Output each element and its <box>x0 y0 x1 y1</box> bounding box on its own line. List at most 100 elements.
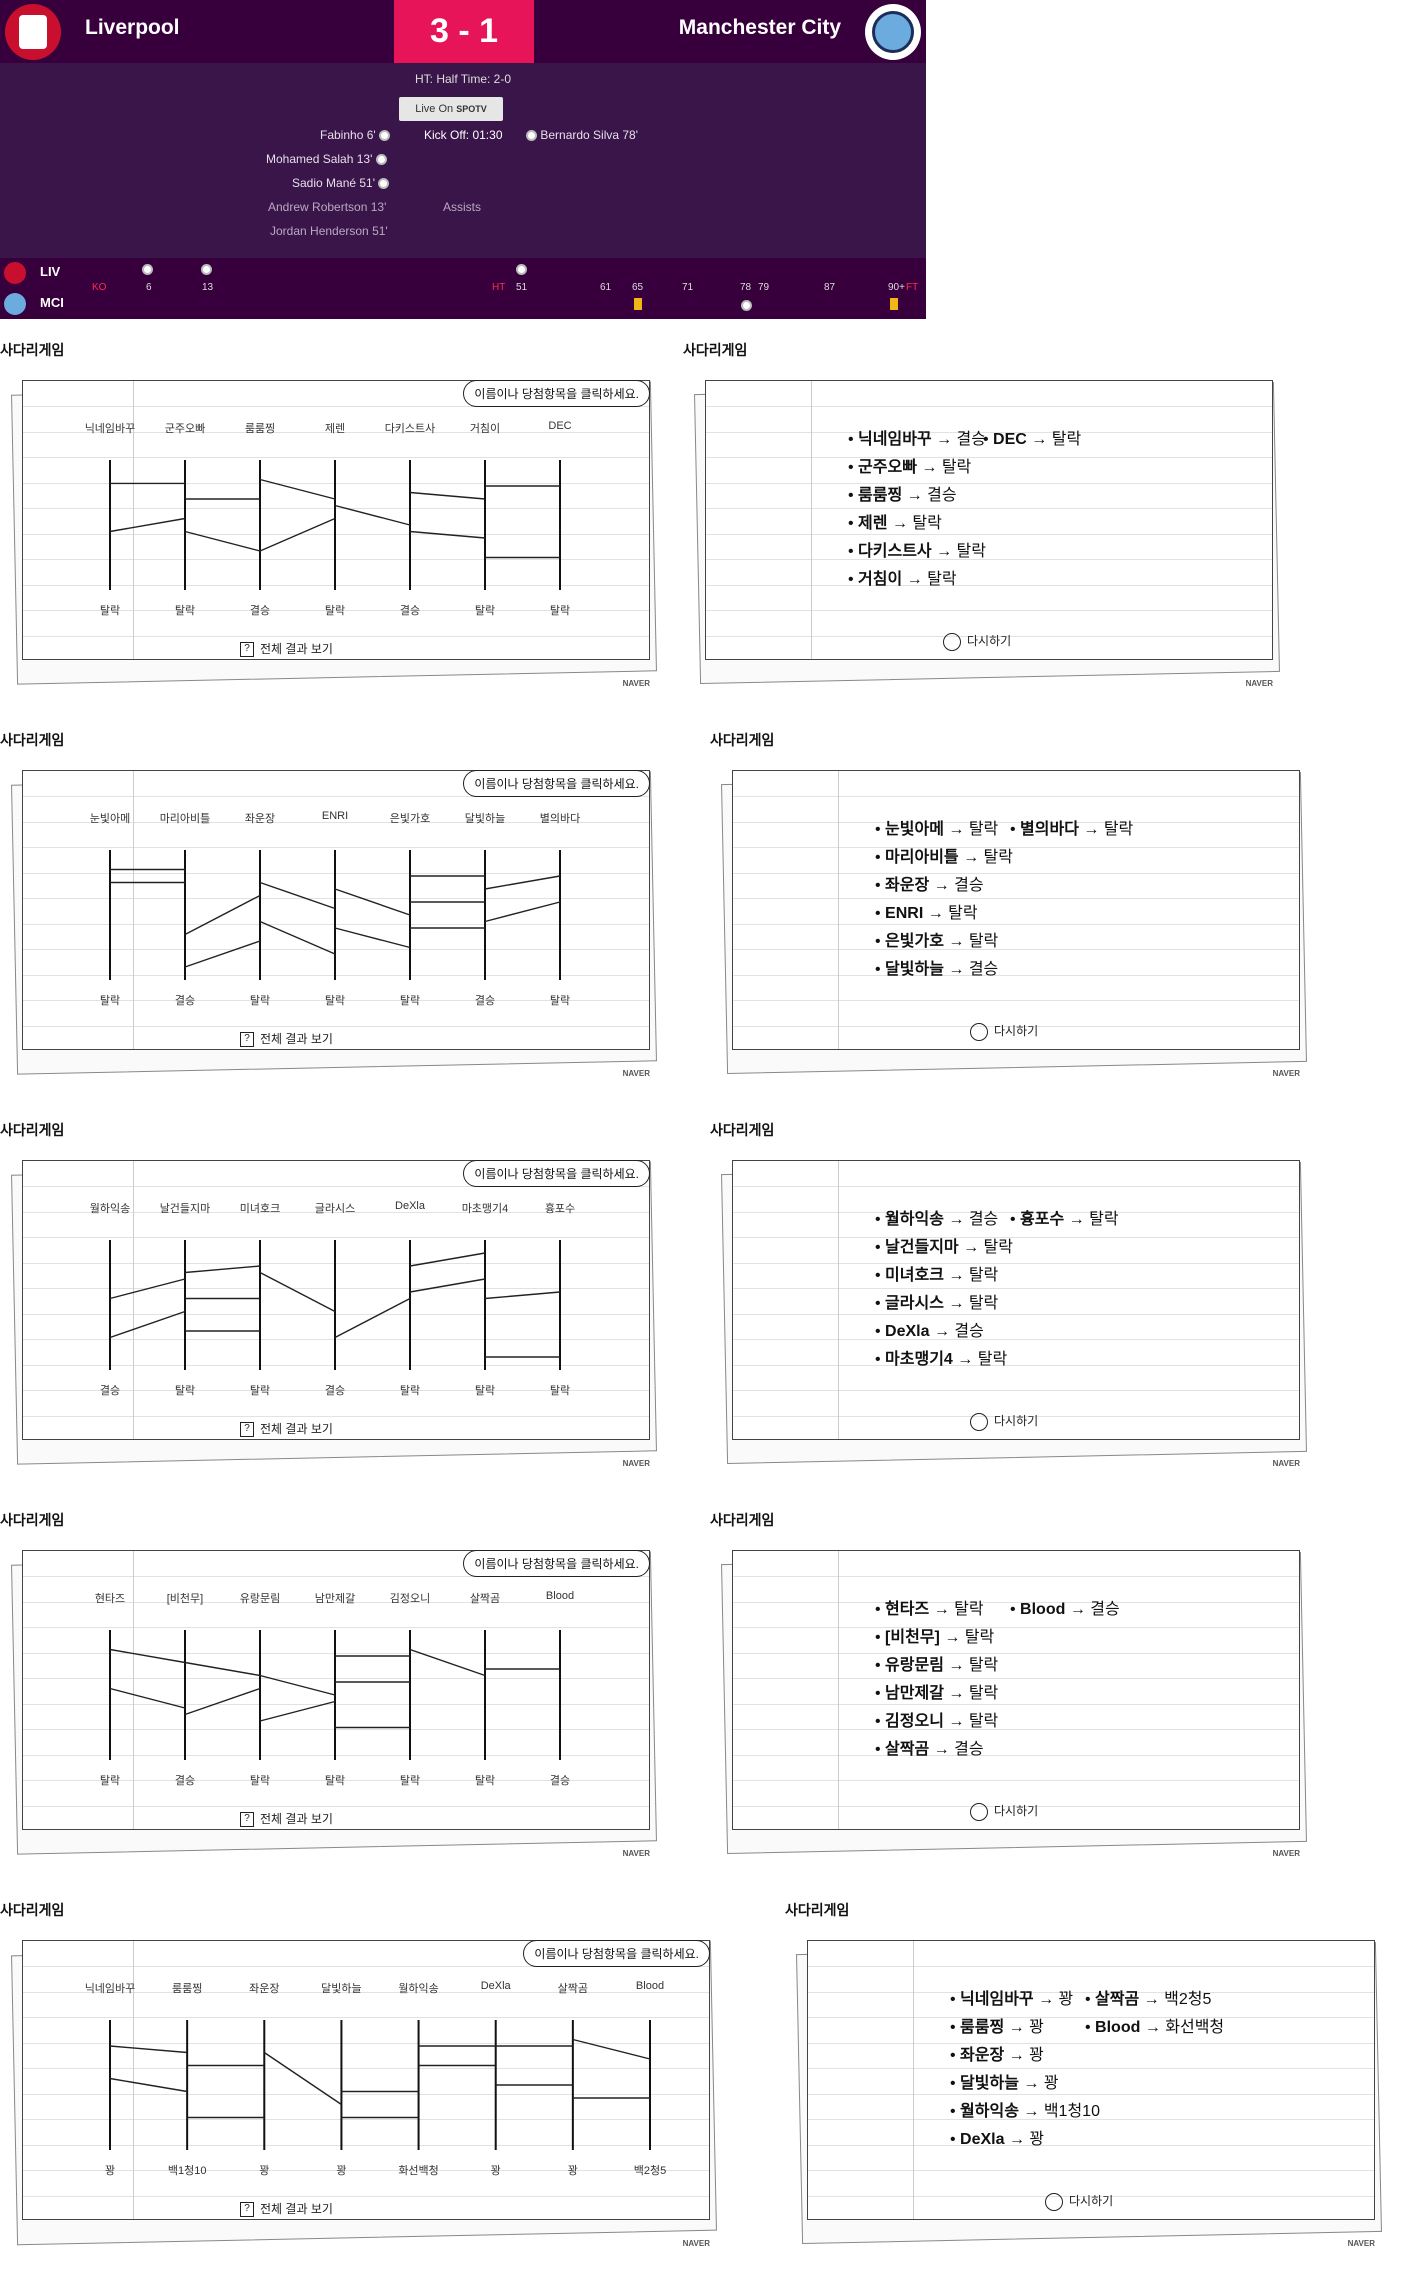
paper-rule <box>23 1415 649 1417</box>
ladder-name[interactable]: Blood <box>545 1590 575 1602</box>
ladder-name[interactable]: 룸룸찡 <box>244 423 276 435</box>
ladder-result[interactable]: 결승 <box>324 1385 346 1397</box>
ladder-name[interactable]: 날건들지마 <box>159 1203 211 1215</box>
ladder-name[interactable]: DeXla <box>395 1200 425 1212</box>
ladder-result[interactable]: 결승 <box>99 1385 121 1397</box>
ladder-name[interactable]: 거침이 <box>469 423 501 435</box>
player-result: 결승 <box>954 1741 984 1758</box>
ladder-name[interactable]: DEC <box>548 420 572 432</box>
ladder-name[interactable]: 제렌 <box>324 423 346 435</box>
ladder-name[interactable]: 닉네임바꾸 <box>84 423 136 435</box>
retry-button[interactable]: 다시하기 <box>970 1022 1038 1041</box>
ladder-result[interactable]: 결승 <box>174 995 196 1007</box>
ladder-result[interactable]: 탈락 <box>399 995 421 1007</box>
ladder-result[interactable]: 탈락 <box>549 605 571 617</box>
retry-button[interactable]: 다시하기 <box>943 632 1011 651</box>
ladder-name[interactable]: 달빛하늘 <box>321 1983 362 1995</box>
ladder-result[interactable]: 꽝 <box>104 2165 116 2177</box>
ladder-name[interactable]: 군주오빠 <box>164 423 206 435</box>
ball-icon <box>378 178 390 190</box>
paper-rule <box>733 1186 1299 1188</box>
ladder-name[interactable]: 글라시스 <box>314 1203 356 1215</box>
retry-button[interactable]: 다시하기 <box>970 1802 1038 1821</box>
paper-rule <box>733 1627 1299 1629</box>
ladder-result[interactable]: 탈락 <box>549 1385 571 1397</box>
ladder-name[interactable]: 살짝곰 <box>469 1593 501 1605</box>
ladder-result[interactable]: 결승 <box>174 1775 196 1787</box>
ladder-result[interactable]: 탈락 <box>474 1775 496 1787</box>
ladder-name[interactable]: 다키스트사 <box>384 423 436 435</box>
ladder-name[interactable]: [비천무] <box>166 1593 204 1605</box>
paper-margin <box>811 381 812 659</box>
player-result: 탈락 <box>968 1685 999 1702</box>
ladder-name[interactable]: 좌운장 <box>244 813 276 825</box>
ladder-name[interactable]: Blood <box>635 1980 665 1992</box>
ladder-rung <box>184 1661 261 1677</box>
ladder-name[interactable]: 좌운장 <box>249 1983 280 1995</box>
ladder-name[interactable]: 달빛하늘 <box>464 813 506 825</box>
ladder-name[interactable]: 별의바다 <box>539 813 581 825</box>
ladder-result[interactable]: 결승 <box>249 605 271 617</box>
ladder-name[interactable]: 남만제갈 <box>314 1593 356 1605</box>
ladder-name[interactable]: 김정오니 <box>389 1593 431 1605</box>
ladder-result[interactable]: 탈락 <box>99 995 121 1007</box>
ladder-result[interactable]: 꽝 <box>490 2165 501 2177</box>
ladder-result[interactable]: 탈락 <box>399 1385 421 1397</box>
ladder-result[interactable]: 탈락 <box>474 605 496 617</box>
ladder-result[interactable]: 탈락 <box>474 1385 496 1397</box>
ladder-result[interactable]: 백1청10 <box>167 2165 207 2177</box>
ladder-name[interactable]: DeXla <box>480 1980 511 1992</box>
show-all-results-button[interactable]: ? 전체 결과 보기 <box>240 1810 333 1828</box>
ladder-result[interactable]: 탈락 <box>324 995 346 1007</box>
show-all-results-button[interactable]: ? 전체 결과 보기 <box>240 1030 333 1048</box>
ladder-name[interactable]: 닉네임바꾸 <box>84 1983 136 1995</box>
show-all-results-button[interactable]: ? 전체 결과 보기 <box>240 1420 333 1438</box>
ladder-name[interactable]: 마초맹기4 <box>461 1203 509 1215</box>
ladder-result[interactable]: 결승 <box>549 1775 571 1787</box>
ladder-result[interactable]: 결승 <box>474 995 496 1007</box>
paper-rule <box>706 610 1272 612</box>
yellow-card-icon <box>634 298 642 310</box>
ladder-result[interactable]: 탈락 <box>249 1385 271 1397</box>
paper-margin <box>133 381 134 659</box>
ladder-name[interactable]: 마리아비틀 <box>159 813 211 825</box>
result-list-item: • 닉네임바꾸 → 결승 <box>848 431 986 448</box>
show-all-results-button[interactable]: ? 전체 결과 보기 <box>240 640 333 658</box>
ladder-result[interactable]: 탈락 <box>174 1385 196 1397</box>
ladder-result[interactable]: 탈락 <box>249 995 271 1007</box>
ladder-name[interactable]: 흉포수 <box>544 1203 576 1215</box>
ladder-name[interactable]: 은빛가호 <box>389 813 431 825</box>
retry-button[interactable]: 다시하기 <box>970 1412 1038 1431</box>
ladder-result[interactable]: 탈락 <box>399 1775 421 1787</box>
ladder-name[interactable]: ENRI <box>321 810 349 822</box>
ladder-result[interactable]: 꽝 <box>567 2165 578 2177</box>
ladder-result[interactable]: 탈락 <box>249 1775 271 1787</box>
ladder-result[interactable]: 탈락 <box>99 605 121 617</box>
retry-label: 다시하기 <box>994 1024 1039 1038</box>
paper-rule <box>23 2170 709 2172</box>
ladder-result[interactable]: 탈락 <box>99 1775 121 1787</box>
ladder-name[interactable]: 유랑문림 <box>239 1593 281 1605</box>
result-list-item: • 룸룸찡 → 결승 <box>848 487 957 504</box>
home-abbr: LIV <box>40 264 61 279</box>
ladder-result[interactable]: 꽝 <box>336 2165 347 2177</box>
ladder-name[interactable]: 살짝곰 <box>557 1983 589 1995</box>
ladder-result[interactable]: 백2청5 <box>633 2165 667 2177</box>
ladder-result[interactable]: 꽝 <box>259 2165 270 2177</box>
retry-button[interactable]: 다시하기 <box>1045 2192 1113 2211</box>
ladder-result[interactable]: 탈락 <box>549 995 571 1007</box>
ladder-name[interactable]: 미녀호크 <box>239 1203 281 1215</box>
ladder-name[interactable]: 룸룸찡 <box>171 1983 203 1995</box>
ladder-result[interactable]: 탈락 <box>174 605 196 617</box>
ladder-result[interactable]: 탈락 <box>324 1775 346 1787</box>
ladder-result[interactable]: 탈락 <box>324 605 346 617</box>
ladder-name[interactable]: 현타즈 <box>94 1593 126 1605</box>
ladder-name[interactable]: 월하익송 <box>398 1983 439 1995</box>
player-result: 탈락 <box>968 1713 999 1730</box>
ladder-name[interactable]: 월하익송 <box>89 1203 131 1215</box>
ladder-result[interactable]: 화선백청 <box>398 2165 439 2177</box>
live-on-button[interactable]: Live On SPOTV <box>399 97 503 121</box>
ladder-name[interactable]: 눈빛아메 <box>89 813 131 825</box>
show-all-results-button[interactable]: ? 전체 결과 보기 <box>240 2200 333 2218</box>
ladder-result[interactable]: 결승 <box>399 605 421 617</box>
